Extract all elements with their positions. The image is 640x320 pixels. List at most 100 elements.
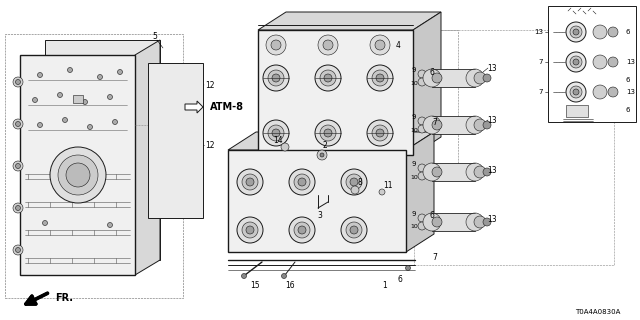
- Circle shape: [320, 153, 324, 157]
- Circle shape: [379, 189, 385, 195]
- Circle shape: [38, 123, 42, 127]
- Circle shape: [418, 214, 426, 222]
- Circle shape: [173, 169, 179, 175]
- Circle shape: [163, 75, 169, 81]
- Circle shape: [418, 164, 426, 172]
- Text: 13: 13: [487, 165, 497, 174]
- Polygon shape: [135, 40, 160, 275]
- Circle shape: [194, 143, 198, 147]
- Circle shape: [58, 92, 63, 98]
- Bar: [566, 105, 588, 117]
- Circle shape: [298, 226, 306, 234]
- Circle shape: [154, 113, 161, 119]
- Circle shape: [483, 74, 491, 82]
- Circle shape: [263, 120, 289, 146]
- Circle shape: [289, 169, 315, 195]
- Circle shape: [432, 73, 442, 83]
- Polygon shape: [413, 12, 441, 155]
- Text: 13: 13: [487, 63, 497, 73]
- Circle shape: [608, 87, 618, 97]
- Circle shape: [315, 65, 341, 91]
- Circle shape: [58, 155, 98, 195]
- Circle shape: [376, 129, 384, 137]
- Circle shape: [474, 119, 486, 131]
- Text: 10: 10: [410, 174, 418, 180]
- Circle shape: [15, 79, 20, 84]
- Bar: [432, 163, 475, 181]
- Circle shape: [423, 116, 441, 134]
- Circle shape: [370, 35, 390, 55]
- Text: 10: 10: [410, 127, 418, 132]
- Circle shape: [315, 120, 341, 146]
- Polygon shape: [228, 150, 406, 252]
- Bar: [548, 6, 636, 122]
- Circle shape: [608, 27, 618, 37]
- Bar: [168, 114, 177, 123]
- Text: 12: 12: [205, 81, 214, 90]
- Bar: [258, 30, 458, 178]
- Circle shape: [15, 122, 20, 126]
- Circle shape: [15, 164, 20, 169]
- Circle shape: [423, 213, 441, 231]
- Circle shape: [173, 140, 179, 148]
- Circle shape: [15, 205, 20, 211]
- Text: 9: 9: [412, 161, 416, 167]
- Circle shape: [88, 124, 93, 130]
- Circle shape: [191, 84, 198, 92]
- Text: 6: 6: [429, 68, 435, 76]
- Text: 5: 5: [152, 31, 157, 41]
- Circle shape: [266, 35, 286, 55]
- Text: 7: 7: [433, 253, 437, 262]
- Circle shape: [15, 247, 20, 252]
- Bar: [432, 116, 475, 134]
- Text: 6: 6: [626, 107, 630, 113]
- Circle shape: [341, 217, 367, 243]
- Circle shape: [191, 169, 198, 175]
- Circle shape: [33, 98, 38, 102]
- Circle shape: [241, 274, 246, 278]
- Circle shape: [570, 86, 582, 98]
- Text: 10: 10: [410, 81, 418, 85]
- Text: 12: 12: [205, 140, 214, 149]
- Circle shape: [350, 178, 358, 186]
- Circle shape: [432, 120, 442, 130]
- Circle shape: [108, 94, 113, 100]
- Circle shape: [13, 203, 23, 213]
- Text: 10: 10: [410, 225, 418, 229]
- Circle shape: [191, 140, 198, 148]
- Circle shape: [13, 245, 23, 255]
- Circle shape: [294, 222, 310, 238]
- Text: 7: 7: [433, 117, 437, 126]
- Circle shape: [418, 78, 426, 86]
- Circle shape: [474, 166, 486, 178]
- Circle shape: [66, 163, 90, 187]
- Circle shape: [341, 169, 367, 195]
- Text: 7: 7: [538, 59, 543, 65]
- Circle shape: [466, 116, 484, 134]
- Circle shape: [154, 84, 161, 92]
- Text: ATM-8: ATM-8: [210, 102, 244, 112]
- Circle shape: [237, 169, 263, 195]
- Text: 8: 8: [358, 178, 362, 187]
- Text: 15: 15: [250, 281, 260, 290]
- Circle shape: [593, 85, 607, 99]
- Circle shape: [282, 274, 287, 278]
- Circle shape: [272, 129, 280, 137]
- Circle shape: [242, 222, 258, 238]
- Text: 4: 4: [396, 41, 401, 50]
- Circle shape: [237, 217, 263, 243]
- Circle shape: [372, 70, 388, 86]
- Text: 6: 6: [626, 77, 630, 83]
- Text: 16: 16: [285, 281, 295, 290]
- Bar: [73, 95, 83, 103]
- Circle shape: [318, 35, 338, 55]
- Circle shape: [466, 69, 484, 87]
- Text: 6: 6: [626, 29, 630, 35]
- Bar: [432, 213, 475, 231]
- Circle shape: [474, 72, 486, 84]
- Text: 13: 13: [626, 59, 635, 65]
- Circle shape: [566, 52, 586, 72]
- Circle shape: [281, 143, 289, 151]
- Text: 7: 7: [538, 89, 543, 95]
- Circle shape: [173, 196, 179, 204]
